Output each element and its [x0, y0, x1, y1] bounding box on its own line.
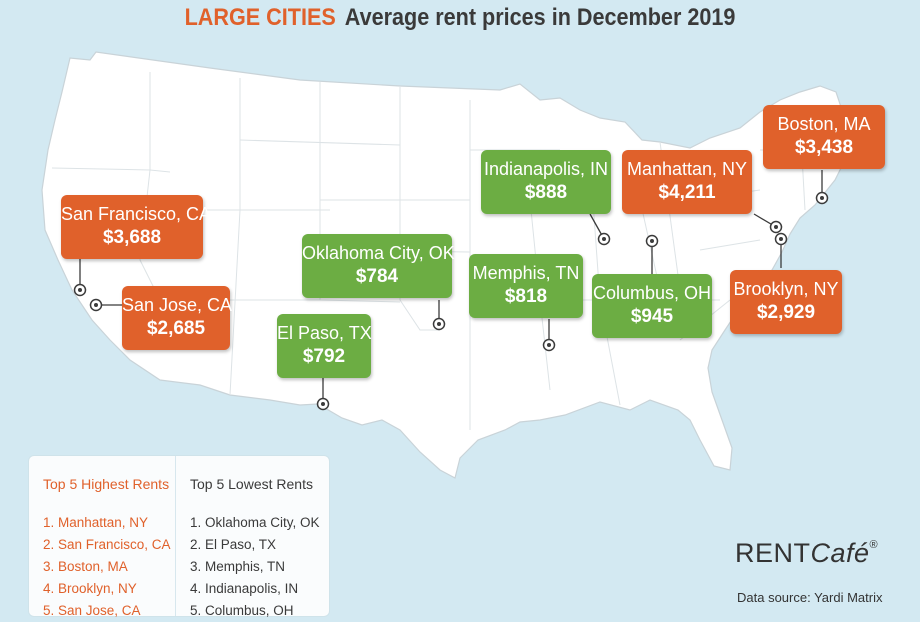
city-name: Oklahoma City, OK [302, 243, 455, 263]
callout-manhattan: Manhattan, NY $4,211 [622, 150, 752, 214]
city-price: $784 [355, 266, 399, 287]
callout-boston: Boston, MA $3,438 [763, 105, 885, 169]
list-item: 5. Columbus, OH [190, 603, 294, 618]
city-price: $4,211 [658, 182, 716, 203]
callout-el-paso: El Paso, TX $792 [277, 314, 372, 378]
highest-rents-column: Top 5 Highest Rents 1. Manhattan, NY 2. … [29, 456, 176, 618]
title-text: Average rent prices in December 2019 [344, 4, 736, 31]
lowest-rents-column: Top 5 Lowest Rents 1. Oklahoma City, OK … [176, 456, 329, 618]
city-price: $888 [524, 182, 568, 203]
callout-san-francisco: San Francisco, CA $3,688 [61, 195, 212, 259]
rentcafe-logo: RENTCafé® [735, 538, 878, 569]
callout-oklahoma-city: Oklahoma City, OK $784 [302, 234, 455, 298]
city-name: Columbus, OH [592, 283, 712, 303]
list-item: 4. Brooklyn, NY [43, 581, 137, 596]
callout-columbus: Columbus, OH $945 [592, 274, 712, 338]
list-item: 4. Indianapolis, IN [190, 581, 299, 596]
city-price: $792 [302, 346, 346, 367]
logo-cafe: Café [810, 538, 870, 568]
list-item: 2. San Francisco, CA [43, 537, 171, 552]
city-name: Memphis, TN [472, 263, 580, 283]
city-name: San Jose, CA [122, 295, 233, 315]
highest-rents-heading: Top 5 Highest Rents [43, 476, 170, 492]
highest-rents-list: 1. Manhattan, NY 2. San Francisco, CA 3.… [43, 512, 171, 622]
city-name: Brooklyn, NY [733, 279, 839, 299]
list-item: 3. Boston, MA [43, 559, 128, 574]
marker-dots [78, 196, 824, 406]
logo-registered: ® [869, 539, 879, 551]
list-item: 1. Oklahoma City, OK [190, 515, 320, 530]
lowest-rents-list: 1. Oklahoma City, OK 2. El Paso, TX 3. M… [190, 512, 320, 622]
list-item: 5. San Jose, CA [43, 603, 141, 618]
city-price: $3,438 [794, 137, 854, 158]
city-name: San Francisco, CA [61, 204, 212, 224]
callout-memphis: Memphis, TN $818 [469, 254, 583, 318]
city-name: Manhattan, NY [626, 159, 748, 179]
city-price: $3,688 [102, 227, 162, 248]
city-name: Indianapolis, IN [483, 159, 609, 179]
callout-san-jose: San Jose, CA $2,685 [122, 286, 233, 350]
rankings-panel: Top 5 Highest Rents 1. Manhattan, NY 2. … [28, 455, 330, 618]
chart-title: LARGE CITIES Average rent prices in Decem… [46, 4, 874, 32]
callout-brooklyn: Brooklyn, NY $2,929 [730, 270, 842, 334]
list-item: 3. Memphis, TN [190, 559, 286, 574]
logo-rent: RENT [735, 538, 811, 568]
title-highlight: LARGE CITIES [184, 4, 336, 31]
lowest-rents-heading: Top 5 Lowest Rents [190, 476, 313, 492]
city-price: $2,685 [146, 318, 206, 339]
list-item: 1. Manhattan, NY [43, 515, 149, 530]
callout-indianapolis: Indianapolis, IN $888 [481, 150, 611, 214]
city-price: $2,929 [756, 302, 816, 323]
city-price: $945 [630, 306, 674, 327]
city-name: El Paso, TX [277, 323, 372, 343]
data-source: Data source: Yardi Matrix [737, 590, 883, 605]
city-price: $818 [504, 286, 548, 307]
city-name: Boston, MA [777, 114, 871, 134]
list-item: 2. El Paso, TX [190, 537, 277, 552]
